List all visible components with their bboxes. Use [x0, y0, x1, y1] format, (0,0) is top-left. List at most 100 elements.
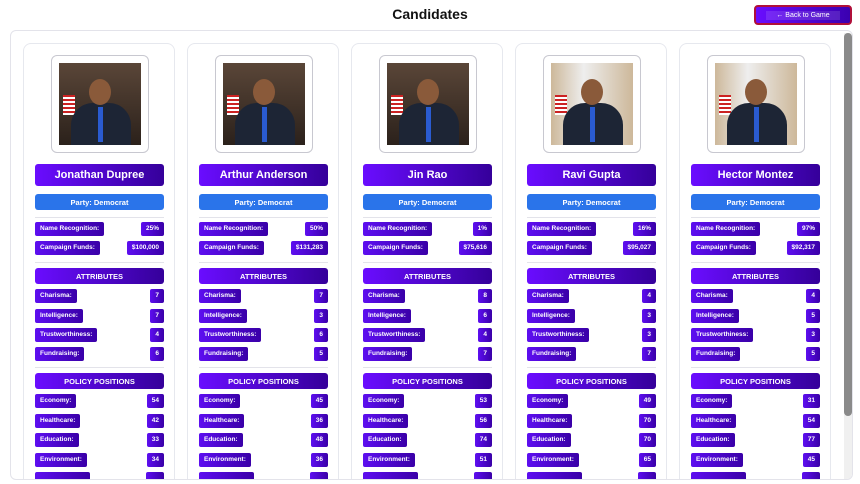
charisma-value: 7 — [150, 289, 164, 303]
back-to-game-button[interactable]: ← Back to Game — [754, 5, 852, 25]
name-recognition-label: Name Recognition: — [691, 222, 761, 236]
healthcare-label: Healthcare: — [35, 414, 81, 428]
healthcare-row: Healthcare: 54 — [691, 414, 820, 428]
intelligence-label: Intelligence: — [199, 309, 247, 323]
intelligence-label: Intelligence: — [691, 309, 739, 323]
environment-label: Environment: — [527, 453, 579, 467]
trustworthiness-row: Trustworthiness: 3 — [527, 328, 656, 342]
candidate-card[interactable]: Jonathan Dupree Party: Democrat Name Rec… — [23, 43, 175, 479]
trustworthiness-row: Trustworthiness: 4 — [35, 328, 164, 342]
fundraising-label: Fundraising: — [691, 347, 741, 361]
divider — [691, 262, 820, 263]
education-row: Education: 48 — [199, 433, 328, 447]
economy-row: Economy: 53 — [363, 394, 492, 408]
name-recognition-label: Name Recognition: — [199, 222, 269, 236]
healthcare-label: Healthcare: — [691, 414, 737, 428]
divider — [691, 217, 820, 218]
education-label: Education: — [35, 433, 79, 447]
environment-row: Environment: 51 — [363, 453, 492, 467]
candidates-panel: Jonathan Dupree Party: Democrat Name Rec… — [10, 30, 853, 480]
education-value: 33 — [146, 433, 164, 447]
intelligence-value: 6 — [478, 309, 492, 323]
environment-row: Environment: 45 — [691, 453, 820, 467]
party-badge: Party: Democrat — [527, 194, 656, 210]
policy-header: POLICY POSITIONS — [199, 373, 328, 389]
charisma-row: Charisma: 7 — [35, 289, 164, 303]
divider — [199, 367, 328, 368]
divider — [691, 367, 820, 368]
name-recognition-row: Name Recognition: 50% — [199, 222, 328, 236]
flag-icon — [227, 95, 239, 115]
intelligence-label: Intelligence: — [35, 309, 83, 323]
fundraising-row: Fundraising: 7 — [527, 347, 656, 361]
scrollbar[interactable] — [844, 33, 852, 479]
trustworthiness-label: Trustworthiness: — [363, 328, 426, 342]
fundraising-label: Fundraising: — [35, 347, 85, 361]
campaign-funds-row: Campaign Funds: $92,317 — [691, 241, 820, 255]
attributes-header: ATTRIBUTES — [691, 268, 820, 284]
trustworthiness-label: Trustworthiness: — [527, 328, 590, 342]
education-value: 48 — [310, 433, 328, 447]
healthcare-label: Healthcare: — [199, 414, 245, 428]
name-recognition-value: 16% — [632, 222, 656, 236]
intelligence-row: Intelligence: 6 — [363, 309, 492, 323]
name-recognition-row: Name Recognition: 25% — [35, 222, 164, 236]
environment-row: Environment: 65 — [527, 453, 656, 467]
divider — [35, 217, 164, 218]
divider — [199, 262, 328, 263]
charisma-row: Charisma: 4 — [691, 289, 820, 303]
education-value: 77 — [802, 433, 820, 447]
trustworthiness-value: 3 — [642, 328, 656, 342]
charisma-label: Charisma: — [363, 289, 405, 303]
campaign-funds-value: $100,000 — [126, 241, 164, 255]
healthcare-label: Healthcare: — [363, 414, 409, 428]
economy-row: Economy: 45 — [199, 394, 328, 408]
scrollbar-thumb[interactable] — [844, 33, 852, 416]
economy-row: Economy: 31 — [691, 394, 820, 408]
policy-header: POLICY POSITIONS — [691, 373, 820, 389]
fundraising-row: Fundraising: 7 — [363, 347, 492, 361]
divider — [35, 262, 164, 263]
divider — [199, 217, 328, 218]
divider — [527, 217, 656, 218]
environment-row: Environment: 34 — [35, 453, 164, 467]
policy-header: POLICY POSITIONS — [35, 373, 164, 389]
economy-row: Economy: 49 — [527, 394, 656, 408]
flag-icon — [391, 95, 403, 115]
campaign-funds-value: $95,027 — [622, 241, 656, 255]
divider — [527, 367, 656, 368]
fundraising-value: 5 — [314, 347, 328, 361]
candidate-card[interactable]: Ravi Gupta Party: Democrat Name Recognit… — [515, 43, 667, 479]
party-badge: Party: Democrat — [199, 194, 328, 210]
healthcare-value: 70 — [638, 414, 656, 428]
intelligence-row: Intelligence: 5 — [691, 309, 820, 323]
candidate-card[interactable]: Arthur Anderson Party: Democrat Name Rec… — [187, 43, 339, 479]
candidate-card[interactable]: Hector Montez Party: Democrat Name Recog… — [679, 43, 831, 479]
divider — [35, 367, 164, 368]
environment-value: 36 — [310, 453, 328, 467]
economy-value: 45 — [310, 394, 328, 408]
name-recognition-value: 97% — [796, 222, 820, 236]
candidate-name: Jin Rao — [363, 164, 492, 186]
candidate-name: Jonathan Dupree — [35, 164, 164, 186]
charisma-row: Charisma: 8 — [363, 289, 492, 303]
trustworthiness-row: Trustworthiness: 6 — [199, 328, 328, 342]
name-recognition-value: 50% — [304, 222, 328, 236]
education-label: Education: — [527, 433, 571, 447]
education-value: 70 — [638, 433, 656, 447]
fundraising-row: Fundraising: 5 — [691, 347, 820, 361]
policy-header: POLICY POSITIONS — [363, 373, 492, 389]
environment-value: 65 — [638, 453, 656, 467]
intelligence-label: Intelligence: — [363, 309, 411, 323]
trustworthiness-value: 4 — [478, 328, 492, 342]
economy-label: Economy: — [691, 394, 733, 408]
economy-value: 49 — [638, 394, 656, 408]
trustworthiness-value: 3 — [806, 328, 820, 342]
candidate-card[interactable]: Jin Rao Party: Democrat Name Recognition… — [351, 43, 503, 479]
economy-label: Economy: — [363, 394, 405, 408]
environment-label: Environment: — [363, 453, 415, 467]
candidate-name: Hector Montez — [691, 164, 820, 186]
fundraising-value: 7 — [642, 347, 656, 361]
trustworthiness-label: Trustworthiness: — [691, 328, 754, 342]
clipped-row — [35, 472, 164, 479]
